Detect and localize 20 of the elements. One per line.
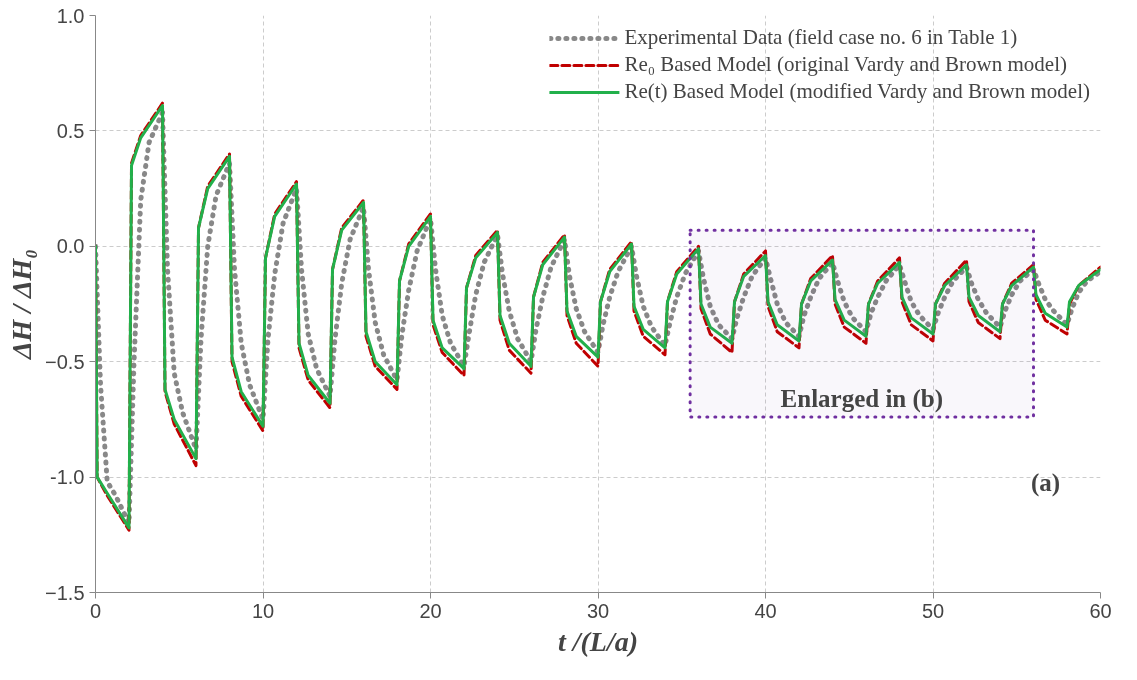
y-tick-label: −0.5 xyxy=(45,350,85,373)
x-tick-label: 30 xyxy=(586,599,610,622)
x-axis-title: t /(L/a) xyxy=(557,625,639,657)
x-tick-label: 20 xyxy=(419,599,442,622)
x-tick-label: 0 xyxy=(89,599,102,622)
y-tick-label: 0.0 xyxy=(56,235,85,258)
y-tick-label: -1.0 xyxy=(50,466,85,489)
x-tick-label: 40 xyxy=(754,599,777,622)
x-tick-label: 50 xyxy=(921,599,945,622)
y-tick-label: 0.5 xyxy=(56,119,85,142)
x-tick-label: 10 xyxy=(251,599,275,622)
y-tick-label: −1.5 xyxy=(45,581,85,604)
legend-label: Re₀ Based Model (original Vardy and Brown model) xyxy=(624,52,1067,77)
y-tick-label: 1.0 xyxy=(56,4,85,27)
legend-label: Experimental Data (field case no. 6 in Table 1) xyxy=(624,25,1018,50)
y-axis-title: ΔH / ΔH₀ xyxy=(6,248,38,361)
x-tick-label: 60 xyxy=(1089,599,1112,622)
band-label: Enlarged in (b) xyxy=(780,385,944,414)
annotation: (a) xyxy=(1030,469,1061,497)
legend-label: Re(t) Based Model (modified Vardy and Brown model) xyxy=(624,79,1090,104)
